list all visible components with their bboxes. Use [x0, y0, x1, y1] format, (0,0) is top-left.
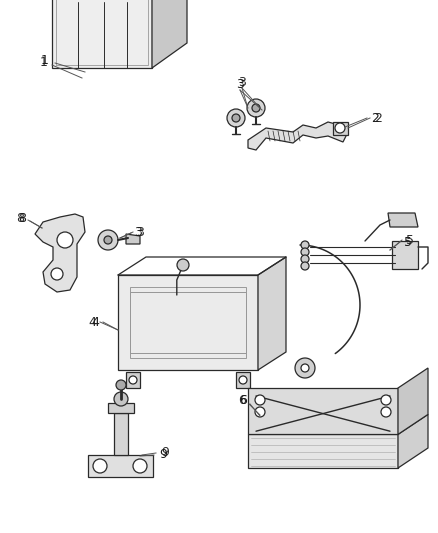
- Text: 3: 3: [136, 225, 144, 238]
- Circle shape: [300, 262, 308, 270]
- Circle shape: [57, 232, 73, 248]
- Polygon shape: [387, 213, 417, 227]
- Polygon shape: [397, 414, 427, 468]
- Circle shape: [254, 407, 265, 417]
- Circle shape: [177, 259, 189, 271]
- Circle shape: [380, 395, 390, 405]
- Polygon shape: [332, 122, 347, 135]
- Polygon shape: [126, 234, 140, 244]
- Circle shape: [300, 255, 308, 263]
- Polygon shape: [126, 372, 140, 388]
- Text: 1: 1: [41, 53, 49, 67]
- Circle shape: [93, 459, 107, 473]
- Polygon shape: [236, 372, 249, 388]
- Text: 2: 2: [373, 111, 381, 125]
- Circle shape: [51, 268, 63, 280]
- Polygon shape: [152, 0, 187, 68]
- Text: 4: 4: [88, 316, 96, 328]
- Circle shape: [300, 248, 308, 256]
- Text: 3: 3: [134, 227, 141, 239]
- Polygon shape: [114, 413, 128, 455]
- Circle shape: [300, 364, 308, 372]
- Circle shape: [226, 109, 244, 127]
- Polygon shape: [118, 275, 258, 370]
- Circle shape: [380, 407, 390, 417]
- Text: 5: 5: [403, 236, 411, 248]
- Polygon shape: [397, 368, 427, 434]
- Circle shape: [129, 376, 137, 384]
- Text: 9: 9: [159, 448, 166, 462]
- Circle shape: [98, 230, 118, 250]
- Text: 1: 1: [40, 55, 48, 69]
- Text: 6: 6: [239, 393, 246, 407]
- Text: 5: 5: [405, 233, 413, 246]
- Circle shape: [247, 99, 265, 117]
- Circle shape: [294, 358, 314, 378]
- Circle shape: [254, 395, 265, 405]
- Text: 2: 2: [370, 111, 378, 125]
- Circle shape: [300, 241, 308, 249]
- Circle shape: [104, 236, 112, 244]
- Circle shape: [251, 104, 259, 112]
- Text: 9: 9: [161, 447, 169, 459]
- Polygon shape: [88, 455, 153, 477]
- Text: 8: 8: [16, 212, 24, 224]
- Polygon shape: [247, 122, 347, 150]
- Text: 6: 6: [237, 393, 245, 407]
- Polygon shape: [391, 241, 417, 269]
- Circle shape: [114, 392, 128, 406]
- Polygon shape: [258, 257, 285, 370]
- Circle shape: [231, 114, 240, 122]
- Polygon shape: [247, 434, 397, 468]
- Circle shape: [133, 459, 147, 473]
- Polygon shape: [108, 403, 134, 413]
- Text: 8: 8: [18, 212, 26, 224]
- Text: 3: 3: [236, 78, 244, 92]
- Polygon shape: [247, 388, 397, 434]
- Polygon shape: [52, 0, 152, 68]
- Text: 4: 4: [91, 316, 99, 328]
- Circle shape: [238, 376, 247, 384]
- Polygon shape: [35, 214, 85, 292]
- Circle shape: [116, 380, 126, 390]
- Text: 3: 3: [237, 76, 245, 88]
- Circle shape: [334, 123, 344, 133]
